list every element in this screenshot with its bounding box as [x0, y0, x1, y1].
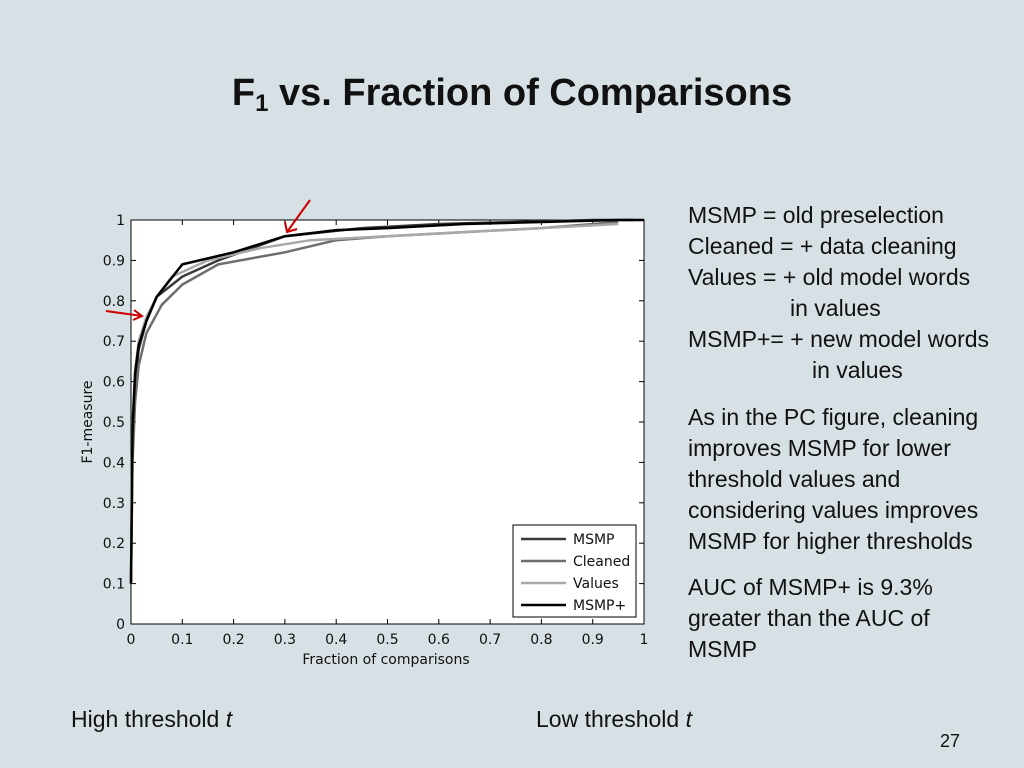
chart-legend: MSMP Cleaned Values MSMP+: [512, 524, 637, 618]
y-tick-label: 0.3: [103, 496, 125, 512]
definition-msmp-plus: MSMP+= + new model words: [688, 326, 990, 352]
definition-values-cont: in values: [790, 295, 881, 321]
y-tick-label: 0.6: [103, 375, 125, 391]
definition-cleaned: Cleaned = + data cleaning: [688, 233, 957, 259]
series-definitions: MSMP = old preselection Cleaned = + data…: [688, 200, 989, 386]
y-tick-label: 0.2: [103, 536, 125, 552]
arrow-left-head-icon: [132, 309, 144, 321]
definition-values: Values = + old model words: [688, 264, 971, 290]
auc-text: AUC of MSMP+ is 9.3% greater than the AU…: [688, 572, 933, 665]
auc-line: MSMP: [688, 636, 757, 662]
annotation-arrows: [105, 199, 311, 321]
observation-line: As in the PC figure, cleaning: [688, 404, 979, 430]
y-axis-label: F1-measure: [80, 380, 96, 463]
y-tick-label: 0.1: [103, 577, 125, 593]
y-tick-label: 0.9: [103, 253, 125, 269]
observation-text: As in the PC figure, cleaning improves M…: [688, 402, 978, 557]
low-threshold-var: t: [685, 706, 692, 732]
x-tick-label: 0.6: [428, 632, 450, 648]
x-tick-label: 0.4: [325, 632, 347, 648]
observation-line: threshold values and: [688, 466, 901, 492]
auc-line: greater than the AUC of: [688, 605, 930, 631]
f1-chart: 0 0.1 0.2 0.3 0.4 0.5 0.6 0.7 0.8 0.9 1 0 0.1 0.2 0.3…: [80, 199, 649, 668]
definition-msmp: MSMP = old preselection: [688, 202, 944, 228]
x-tick-label: 0.8: [530, 632, 552, 648]
x-tick-label: 0: [127, 632, 136, 648]
x-axis-label: Fraction of comparisons: [302, 652, 469, 668]
x-tick-label: 0.9: [582, 632, 604, 648]
auc-line: AUC of MSMP+ is 9.3%: [688, 574, 933, 600]
y-tick-label: 1: [116, 213, 125, 229]
x-tick-label: 0.3: [274, 632, 296, 648]
series-lines: [129, 218, 644, 584]
legend-label: MSMP+: [573, 598, 626, 614]
arrow-left-icon: [105, 310, 143, 317]
high-threshold-var: t: [225, 706, 233, 732]
observation-line: MSMP for higher thresholds: [688, 528, 973, 554]
x-tick-label: 0.7: [479, 632, 501, 648]
title-subscript: 1: [255, 90, 269, 117]
x-tick-labels: 0 0.1 0.2 0.3 0.4 0.5 0.6 0.7 0.8 0.9 1: [127, 632, 649, 648]
arrow-top-head-icon: [284, 221, 298, 234]
definition-msmp-plus-cont: in values: [812, 357, 903, 383]
high-threshold-text: High threshold: [71, 706, 226, 732]
y-tick-label: 0.4: [103, 455, 125, 471]
arrow-top-icon: [286, 199, 311, 233]
y-tick-label: 0.5: [103, 415, 125, 431]
legend-label: MSMP: [573, 532, 615, 548]
observation-line: considering values improves: [688, 497, 979, 523]
low-threshold-text: Low threshold: [536, 706, 686, 732]
y-tick-label: 0.7: [103, 334, 125, 350]
page-number: 27: [940, 731, 961, 751]
x-tick-label: 0.1: [171, 632, 193, 648]
high-threshold-label: High threshold t: [71, 706, 232, 733]
title-rest: vs. Fraction of Comparisons: [268, 72, 793, 114]
title-main: F: [231, 72, 256, 114]
x-tick-label: 0.2: [222, 632, 244, 648]
legend-box: [512, 524, 637, 618]
series-line-msmp-plus: [129, 218, 644, 584]
legend-label: Cleaned: [573, 554, 630, 570]
y-tick-label: 0.8: [103, 294, 125, 310]
y-tick-labels: 0 0.1 0.2 0.3 0.4 0.5 0.6 0.7 0.8 0.9 1: [103, 213, 125, 633]
low-threshold-label: Low threshold t: [536, 706, 692, 733]
observation-line: improves MSMP for lower: [688, 435, 951, 461]
legend-label: Values: [573, 576, 619, 592]
y-tick-label: 0: [116, 617, 125, 633]
slide-title: F1 vs. Fraction of Comparisons: [0, 72, 1024, 118]
x-tick-label: 0.5: [376, 632, 398, 648]
x-tick-label: 1: [640, 632, 649, 648]
